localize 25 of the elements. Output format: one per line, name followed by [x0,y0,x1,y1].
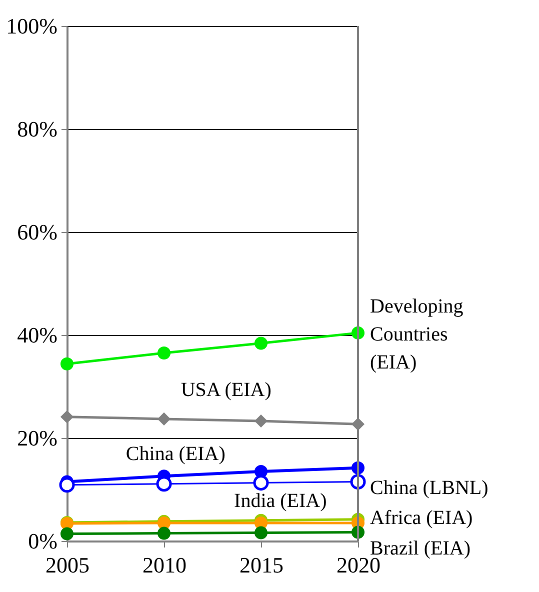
y-tick-label: 20% [17,426,58,450]
series-label: India (EIA) [234,490,327,512]
point [157,412,171,426]
point [157,526,171,540]
point [254,336,268,350]
point [60,410,74,424]
series-label: USA (EIA) [180,379,272,402]
series-label: China (LBNL) [370,476,488,499]
y-tick-label: 40% [17,322,58,348]
series-label: Africa (EIA) [370,506,473,529]
x-tick-label: 2005 [46,552,90,578]
point [253,475,269,491]
point [157,346,171,360]
point [254,414,268,428]
y-tick-label: 80% [17,116,58,142]
series-label: Developing Countries (EIA) [370,296,464,374]
x-tick-label: 2010 [142,552,186,578]
point [60,527,74,540]
point [254,526,268,540]
series-label: China (EIA) [126,442,226,465]
y-tick-label: 60% [17,220,58,244]
y-tick-label: 0% [28,528,58,554]
point [60,357,74,370]
x-tick-label: 2015 [240,552,284,578]
y-tick-label: 100% [6,14,58,38]
